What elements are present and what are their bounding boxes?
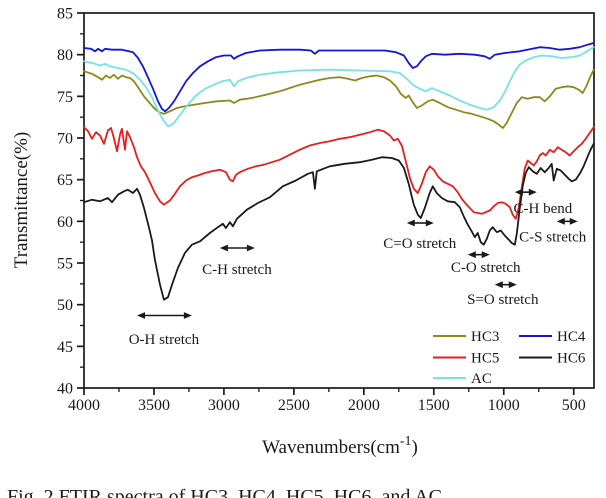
arrowhead-right-c-s-stretch	[569, 217, 578, 225]
x-tick-label: 1500	[418, 397, 450, 414]
figure-caption: Fig. 2 FTIR spectra of HC3, HC4, HC5, HC…	[7, 486, 442, 498]
legend-label-hc4: HC4	[557, 329, 586, 345]
y-tick-label: 85	[57, 6, 73, 23]
series-hc3-curve	[83, 68, 595, 129]
series-hc5-curve	[83, 126, 595, 220]
ftir-chart: 4000 3500 3000 2500 2000 1500 1000 500 40 45 50 55 6…	[11, 6, 595, 458]
y-tick-label: 55	[57, 256, 73, 273]
arrowhead-left-c-s-stretch	[556, 217, 565, 225]
arrowhead-right-c-o-stretch	[481, 251, 490, 259]
x-tick-label: 4000	[68, 397, 100, 414]
arrowhead-left-c-h-bend	[514, 188, 523, 196]
arrowhead-left-c-o-stretch	[406, 219, 415, 227]
arrowhead-left-s-o-stretch	[494, 281, 503, 289]
annotation-label-c-o-stretch: C=O stretch	[383, 236, 457, 252]
series-hc6-curve	[83, 142, 595, 301]
annotation-label-c-h-stretch: C-H stretch	[202, 262, 272, 278]
arrowhead-right-c-o-stretch	[425, 219, 434, 227]
y-tick-label: 80	[57, 47, 73, 64]
x-tick-label: 2500	[278, 397, 310, 414]
y-tick-label: 70	[57, 131, 73, 148]
annotation-label-s-o-stretch: S=O stretch	[467, 292, 539, 308]
y-tick-label: 75	[57, 89, 73, 106]
arrowhead-right-c-h-stretch	[246, 244, 255, 252]
arrowhead-right-s-o-stretch	[508, 281, 517, 289]
y-axis-title: Transmittance(%)	[11, 132, 32, 269]
x-tick-label: 500	[562, 397, 586, 414]
arrowhead-left-o-h-stretch	[137, 312, 146, 319]
annotation-label-c-o-stretch: C-O stretch	[451, 260, 521, 276]
legend-label-hc3: HC3	[471, 329, 499, 345]
arrowhead-right-o-h-stretch	[183, 312, 192, 319]
x-tick-label: 3500	[138, 397, 170, 414]
x-tick-label: 3000	[208, 397, 240, 414]
chart-generated-content: 4000 3500 3000 2500 2000 1500 1000 500 40 45 50 55 6…	[57, 6, 595, 414]
x-tick-label: 1000	[488, 397, 520, 414]
y-tick-label: 45	[57, 339, 73, 356]
arrowhead-right-c-h-bend	[528, 188, 537, 196]
y-tick-label: 40	[57, 381, 73, 398]
legend-label-hc6: HC6	[557, 351, 586, 367]
arrowhead-left-c-h-stretch	[219, 244, 228, 252]
annotation-label-c-h-bend: C-H bend	[514, 201, 573, 217]
annotation-label-c-s-stretch: C-S stretch	[519, 229, 587, 245]
legend-label-hc5: HC5	[471, 351, 499, 367]
arrowhead-left-c-o-stretch	[467, 251, 476, 259]
x-tick-label: 2000	[348, 397, 380, 414]
y-tick-label: 60	[57, 214, 73, 231]
series-hc4-curve	[83, 42, 595, 113]
annotation-label-o-h-stretch: O-H stretch	[129, 332, 200, 348]
legend-label-ac: AC	[471, 371, 492, 387]
series-ac-curve	[83, 46, 595, 128]
y-tick-label: 50	[57, 297, 73, 314]
y-tick-label: 65	[57, 172, 73, 189]
x-axis-title: Wavenumbers(cm-1)	[262, 434, 418, 458]
